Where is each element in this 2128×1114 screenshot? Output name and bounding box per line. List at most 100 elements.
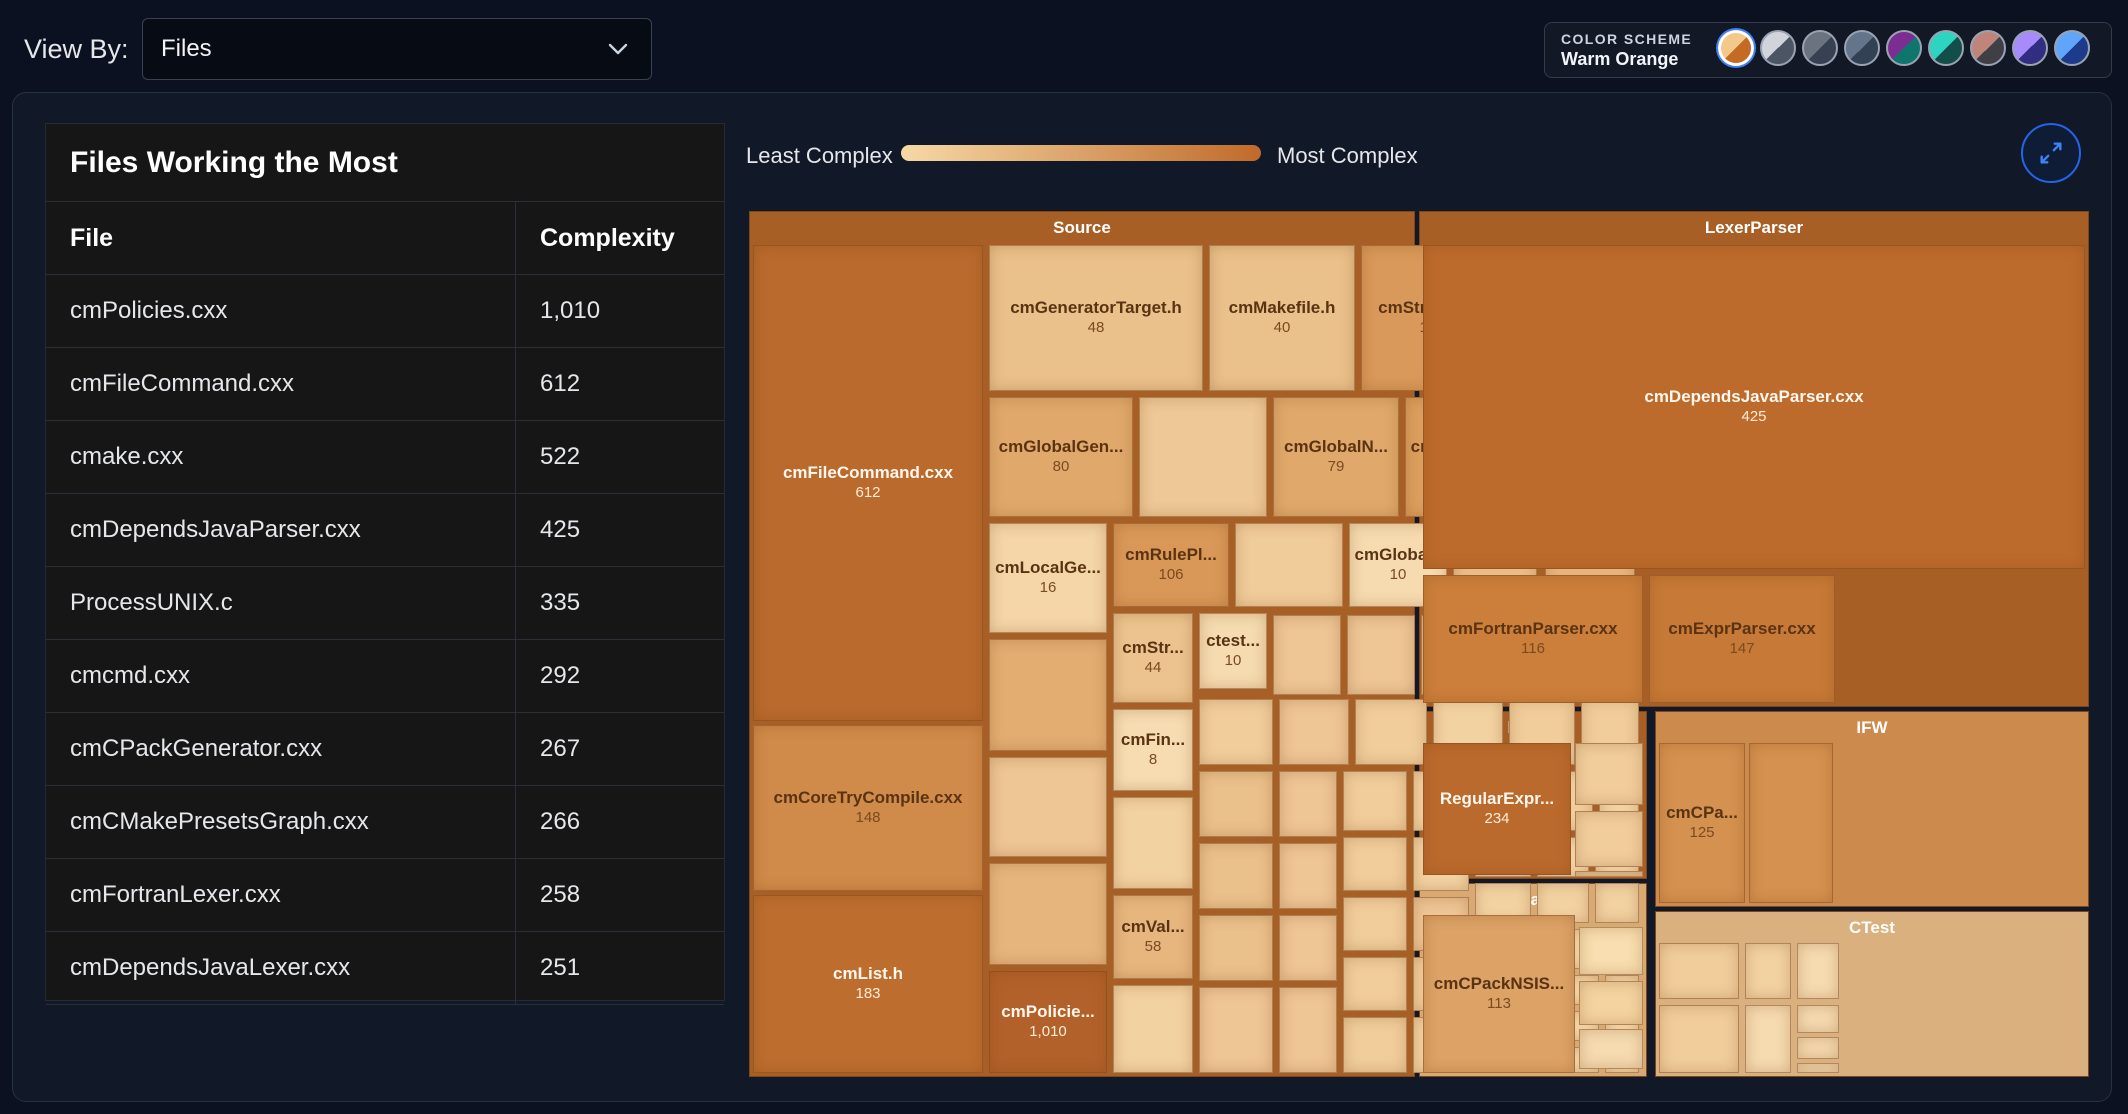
treemap-cell[interactable]: cmList.h 183 (753, 895, 983, 1073)
treemap-cell[interactable]: cmLocalGe... 16 (989, 523, 1107, 633)
treemap-cell[interactable] (989, 639, 1107, 751)
treemap-cell[interactable] (1659, 943, 1739, 999)
column-header-file[interactable]: File (46, 202, 516, 274)
treemap-cell[interactable] (1273, 615, 1341, 695)
color-swatch[interactable] (1760, 30, 1796, 66)
treemap-cell[interactable] (1797, 1063, 1839, 1073)
color-swatch[interactable] (2054, 30, 2090, 66)
treemap-cell[interactable]: ctest... 10 (1199, 613, 1267, 689)
table-row[interactable]: cmake.cxx 522 (46, 421, 724, 494)
color-swatch[interactable] (2012, 30, 2048, 66)
table-row[interactable]: ProcessUNIX.c 335 (46, 567, 724, 640)
treemap-cell[interactable] (1575, 743, 1643, 805)
treemap-cell[interactable]: cmFin... 8 (1113, 709, 1193, 791)
color-swatch[interactable] (1802, 30, 1838, 66)
treemap-cell[interactable]: RegularExpr... 234 (1423, 743, 1571, 875)
treemap-cell[interactable]: cmStr... 44 (1113, 613, 1193, 703)
color-swatch[interactable] (1844, 30, 1880, 66)
color-swatch[interactable] (1718, 30, 1754, 66)
treemap-cell[interactable] (1113, 985, 1193, 1073)
treemap-cell[interactable]: cmGlobalGen... 80 (989, 397, 1133, 517)
file-cell: cmFortranLexer.cxx (46, 859, 516, 931)
table-row[interactable]: cmDependsJavaLexer.cxx 251 (46, 932, 724, 1005)
table-row[interactable]: cmFortranLexer.cxx 258 (46, 859, 724, 932)
treemap-cell-name: cmDependsJavaParser.cxx (1644, 387, 1864, 406)
treemap-cell[interactable]: cmMakefile.h 40 (1209, 245, 1355, 391)
table-row[interactable]: cmFileCommand.cxx 612 (46, 348, 724, 421)
treemap-cell-name: RegularExpr... (1439, 789, 1555, 808)
color-swatch[interactable] (1886, 30, 1922, 66)
treemap-cell[interactable] (1579, 1029, 1643, 1069)
treemap-cell[interactable]: cmGlobalN... 79 (1273, 397, 1399, 517)
treemap-cell[interactable] (1343, 897, 1407, 951)
treemap-cell[interactable]: cmVal... 58 (1113, 895, 1193, 979)
treemap-cell-name: ctest... (1206, 631, 1260, 650)
treemap-cell[interactable]: cmGeneratorTarget.h 48 (989, 245, 1203, 391)
treemap-cell[interactable]: cmDependsJavaParser.cxx 425 (1423, 245, 2085, 569)
column-header-complexity[interactable]: Complexity (540, 223, 675, 252)
treemap-cell[interactable] (1579, 927, 1643, 975)
treemap-cell[interactable] (1797, 943, 1839, 999)
treemap-cell[interactable] (1279, 843, 1337, 909)
treemap-cell[interactable] (1199, 699, 1273, 765)
treemap-cell[interactable] (1113, 797, 1193, 889)
treemap-cell[interactable] (1745, 943, 1791, 999)
treemap-cell[interactable]: cmCPackNSIS... 113 (1423, 915, 1575, 1073)
legend-most-label: Most Complex (1277, 143, 1418, 168)
treemap-cell[interactable] (1279, 771, 1337, 837)
treemap-cell[interactable] (1199, 843, 1273, 909)
table-row[interactable]: cmCPackGenerator.cxx 267 (46, 713, 724, 786)
treemap-cell-label: cmGloba... 10 (1350, 545, 1446, 585)
treemap-cell-label: cmLocalGe... 16 (990, 558, 1106, 598)
treemap-cell[interactable] (1279, 987, 1337, 1073)
expand-button[interactable] (2021, 123, 2081, 183)
treemap-cell[interactable] (1575, 871, 1643, 877)
treemap-cell[interactable] (1199, 915, 1273, 981)
treemap-cell[interactable] (1745, 1005, 1791, 1073)
treemap-cell[interactable] (1659, 1005, 1739, 1073)
treemap-cell[interactable]: cmCPa... 125 (1659, 743, 1745, 903)
treemap-cell[interactable] (1575, 811, 1643, 867)
treemap-cell[interactable]: cmFortranParser.cxx 116 (1423, 575, 1643, 703)
treemap-cell[interactable]: cmRulePl... 106 (1113, 523, 1229, 607)
treemap-cell-value: 10 (1389, 566, 1407, 583)
color-scheme-name: Warm Orange (1561, 49, 1679, 69)
treemap-cell[interactable] (1595, 883, 1639, 923)
table-row[interactable]: cmCMakePresetsGraph.cxx 266 (46, 786, 724, 859)
treemap-cell[interactable] (1797, 1005, 1839, 1033)
treemap-cell[interactable] (1279, 699, 1349, 765)
treemap-cell[interactable] (1343, 771, 1407, 831)
treemap-cell[interactable]: cmExprParser.cxx 147 (1649, 575, 1835, 703)
treemap-cell[interactable]: cmCoreTryCompile.cxx 148 (753, 725, 983, 891)
treemap-cell[interactable] (1749, 743, 1833, 903)
legend-gradient-bar (901, 145, 1261, 161)
treemap-cell[interactable] (1279, 915, 1337, 981)
file-cell: cmcmd.cxx (46, 640, 516, 712)
treemap-cell[interactable] (1343, 1017, 1407, 1073)
treemap-group-title: IFW (1856, 718, 1888, 737)
table-row[interactable]: cmPolicies.cxx 1,010 (46, 275, 724, 348)
treemap-cell-name: cmList.h (833, 964, 903, 983)
color-swatch[interactable] (1970, 30, 2006, 66)
treemap-cell[interactable] (1579, 981, 1643, 1025)
treemap-cell[interactable] (1199, 771, 1273, 837)
complexity-cell: 335 (540, 589, 581, 616)
color-swatch[interactable] (1928, 30, 1964, 66)
treemap-cell[interactable] (1347, 615, 1415, 695)
treemap-cell-label: RegularExpr... 234 (1424, 789, 1570, 829)
treemap-cell[interactable]: cmFileCommand.cxx 612 (753, 245, 983, 721)
treemap-cell[interactable] (989, 757, 1107, 857)
treemap-cell-value: 80 (1052, 458, 1070, 475)
treemap-cell[interactable] (1797, 1037, 1839, 1059)
table-row[interactable]: cmDependsJavaParser.cxx 425 (46, 494, 724, 567)
treemap-cell[interactable] (1343, 837, 1407, 891)
view-by-select[interactable]: Files (142, 18, 652, 80)
treemap-cell[interactable] (1139, 397, 1267, 517)
treemap-cell[interactable] (1235, 523, 1343, 607)
treemap-cell[interactable]: cmPolicie... 1,010 (989, 971, 1107, 1073)
table-row[interactable]: cmcmd.cxx 292 (46, 640, 724, 713)
treemap-cell[interactable] (1343, 957, 1407, 1011)
treemap-cell[interactable] (1355, 699, 1427, 765)
treemap-cell[interactable] (1199, 987, 1273, 1073)
treemap-cell[interactable] (989, 863, 1107, 965)
